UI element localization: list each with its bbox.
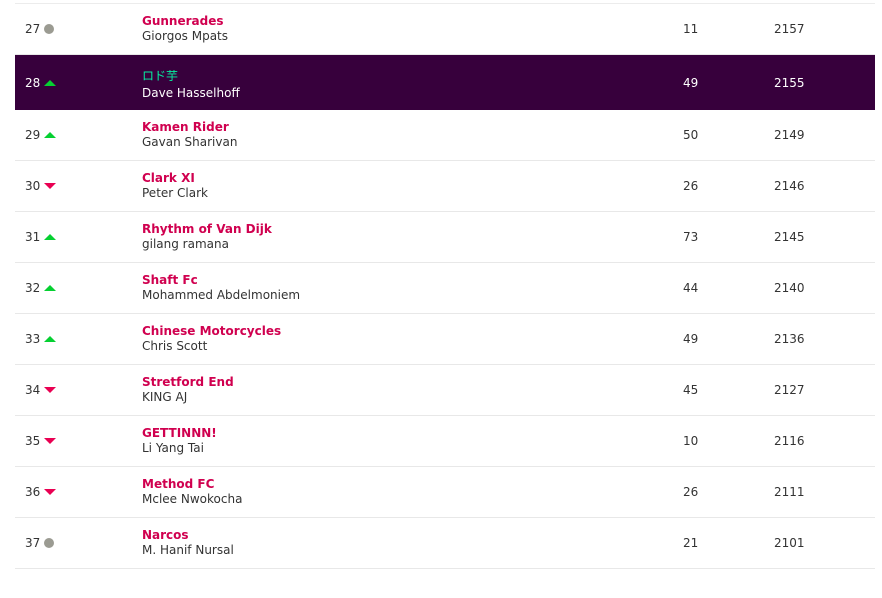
total-points: 2111 <box>774 485 805 499</box>
manager-name: Chris Scott <box>142 339 208 353</box>
arrow-down-icon <box>44 387 56 393</box>
gameweek-points: 73 <box>683 230 699 244</box>
rank: 32 <box>25 281 41 295</box>
table-row[interactable]: 29 Kamen Rider Gavan Sharivan 50 2149 <box>15 110 875 161</box>
table-row[interactable]: 27 Gunnerades Giorgos Mpats 11 2157 <box>15 4 875 55</box>
arrow-up-icon <box>44 79 56 86</box>
rank: 28 <box>25 75 41 90</box>
manager-name: Giorgos Mpats <box>142 29 229 43</box>
manager-name: M. Hanif Nursal <box>142 543 234 557</box>
table-row[interactable]: 35 GETTINNN! Li Yang Tai 10 2116 <box>15 416 875 467</box>
table-row[interactable]: 34 Stretford End KING AJ 45 2127 <box>15 365 875 416</box>
manager-name: Gavan Sharivan <box>142 135 238 149</box>
rank: 33 <box>25 332 41 346</box>
rank: 35 <box>25 434 41 448</box>
rank: 29 <box>25 128 41 142</box>
manager-name: Peter Clark <box>142 186 208 200</box>
total-points: 2140 <box>774 281 805 295</box>
gameweek-points: 44 <box>683 281 699 295</box>
table-row[interactable]: 31 Rhythm of Van Dijk gilang ramana 73 2… <box>15 212 875 263</box>
table-row[interactable]: 32 Shaft Fc Mohammed Abdelmoniem 44 2140 <box>15 263 875 314</box>
total-points: 2155 <box>774 75 805 90</box>
team-name-link[interactable]: Stretford End <box>142 375 234 389</box>
gameweek-points: 50 <box>683 128 699 142</box>
table-row[interactable]: 33 Chinese Motorcycles Chris Scott 49 21… <box>15 314 875 365</box>
rank: 34 <box>25 383 41 397</box>
arrow-down-icon <box>44 489 56 495</box>
team-name-link[interactable]: Clark XI <box>142 171 195 185</box>
no-change-icon <box>44 538 54 548</box>
gameweek-points: 49 <box>683 332 699 346</box>
team-name-link[interactable]: GETTINNN! <box>142 426 217 440</box>
team-name-link[interactable]: Method FC <box>142 477 215 491</box>
manager-name: Mohammed Abdelmoniem <box>142 288 301 302</box>
total-points: 2146 <box>774 179 805 193</box>
no-change-icon <box>44 24 54 34</box>
gameweek-points: 49 <box>683 75 699 90</box>
gameweek-points: 21 <box>683 536 699 550</box>
rank: 30 <box>25 179 41 193</box>
team-name-link[interactable]: Narcos <box>142 528 189 542</box>
manager-name: gilang ramana <box>142 237 229 251</box>
table-row[interactable]: 30 Clark XI Peter Clark 26 2146 <box>15 161 875 212</box>
arrow-up-icon <box>44 336 56 342</box>
arrow-down-icon <box>44 438 56 444</box>
manager-name: Li Yang Tai <box>142 441 204 455</box>
gameweek-points: 26 <box>683 179 699 193</box>
team-name-link[interactable]: Chinese Motorcycles <box>142 324 282 338</box>
manager-name: KING AJ <box>142 390 188 404</box>
arrow-up-icon <box>44 285 56 291</box>
total-points: 2127 <box>774 383 805 397</box>
manager-name: Dave Hasselhoff <box>142 86 240 100</box>
team-name-link[interactable]: Rhythm of Van Dijk <box>142 222 272 236</box>
gameweek-points: 26 <box>683 485 699 499</box>
rank: 36 <box>25 485 41 499</box>
total-points: 2101 <box>774 536 805 550</box>
rank: 27 <box>25 22 41 36</box>
arrow-up-icon <box>44 234 56 240</box>
team-name-link[interactable]: ロド芋 <box>142 69 179 83</box>
standings-table: 27 Gunnerades Giorgos Mpats 11 2157 28 ロ… <box>15 3 875 569</box>
manager-name: Mclee Nwokocha <box>142 492 243 506</box>
total-points: 2145 <box>774 230 805 244</box>
arrow-up-icon <box>44 132 56 138</box>
total-points: 2136 <box>774 332 805 346</box>
table-row[interactable]: 28 ロド芋 Dave Hasselhoff 49 2155 <box>15 55 875 110</box>
table-row[interactable]: 36 Method FC Mclee Nwokocha 26 2111 <box>15 467 875 518</box>
gameweek-points: 10 <box>683 434 699 448</box>
total-points: 2157 <box>774 22 805 36</box>
rank: 37 <box>25 536 41 550</box>
gameweek-points: 11 <box>683 22 699 36</box>
total-points: 2116 <box>774 434 805 448</box>
team-name-link[interactable]: Shaft Fc <box>142 273 198 287</box>
arrow-down-icon <box>44 183 56 189</box>
gameweek-points: 45 <box>683 383 699 397</box>
table-row[interactable]: 37 Narcos M. Hanif Nursal 21 2101 <box>15 518 875 569</box>
team-name-link[interactable]: Kamen Rider <box>142 120 229 134</box>
total-points: 2149 <box>774 128 805 142</box>
team-name-link[interactable]: Gunnerades <box>142 14 224 28</box>
rank: 31 <box>25 230 41 244</box>
